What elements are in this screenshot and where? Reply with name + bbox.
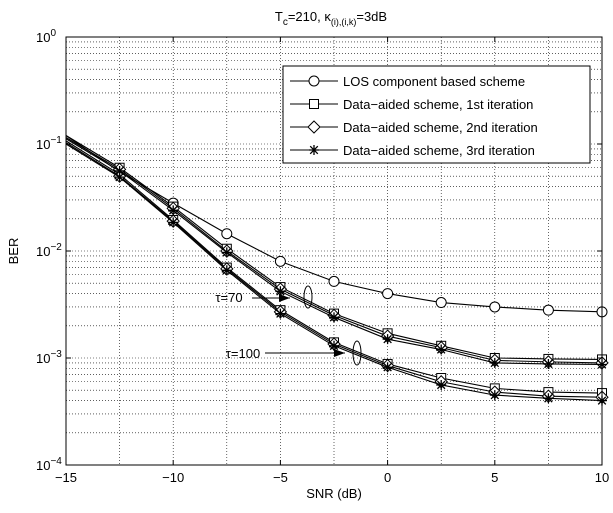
marker-star: [543, 358, 554, 369]
legend-label: Data−aided scheme, 2nd iteration: [343, 120, 538, 135]
title-sub-c: c: [283, 17, 288, 28]
marker-star: [543, 393, 554, 404]
x-axis-label: SNR (dB): [306, 486, 362, 501]
title-eq2: =3dB: [356, 9, 387, 24]
tau100-ellipse: [352, 340, 362, 366]
legend-box: [282, 65, 591, 164]
title-eq1: =210, κ: [288, 9, 332, 24]
marker-star: [436, 344, 447, 355]
y-tick-label: 10−4: [36, 456, 62, 473]
legend-item: Data−aided scheme, 2nd iteration: [290, 120, 538, 135]
x-tick-label: 10: [595, 470, 609, 485]
x-tick-label: −5: [273, 470, 288, 485]
y-tick-label: 10−1: [36, 135, 62, 152]
marker-star: [221, 247, 232, 258]
tau70-label: τ=70: [215, 290, 242, 305]
marker-star: [114, 165, 125, 176]
marker-star: [309, 145, 319, 155]
marker-circle: [328, 275, 340, 287]
y-axis-label: BER: [6, 238, 21, 265]
title-main: T: [275, 9, 283, 24]
marker-circle: [435, 297, 447, 309]
marker-star: [436, 379, 447, 390]
marker-star: [275, 308, 286, 319]
marker-star: [221, 265, 232, 276]
legend-item: LOS component based scheme: [290, 74, 525, 89]
marker-circle: [542, 304, 554, 316]
legend-label: Data−aided scheme, 3rd iteration: [343, 143, 535, 158]
legend-item: Data−aided scheme, 1st iteration: [290, 97, 533, 112]
legend-item: Data−aided scheme, 3rd iteration: [290, 143, 535, 158]
tau100-label: τ=100: [226, 346, 260, 361]
tau70-arrowhead: [279, 294, 290, 302]
marker-circle: [274, 255, 286, 267]
x-tick-label: 0: [384, 470, 391, 485]
marker-circle: [308, 75, 320, 87]
y-tick-label: 100: [36, 28, 56, 45]
y-tick-label: 10−3: [36, 349, 62, 366]
marker-star: [168, 205, 179, 216]
marker-star: [382, 362, 393, 373]
x-tick-label: −10: [162, 470, 184, 485]
marker-circle: [489, 301, 501, 313]
annotations: τ=70 τ=100: [215, 285, 362, 366]
marker-star: [329, 312, 339, 323]
marker-circle: [221, 228, 233, 240]
title-sub-idx: (i),(i,k): [331, 17, 357, 27]
marker-star: [382, 334, 393, 345]
marker-star: [275, 286, 286, 297]
marker-star: [168, 217, 179, 228]
marker-diamond: [307, 120, 321, 134]
tau100-arrowhead: [334, 349, 345, 357]
legend: LOS component based scheme Data−aided sch…: [282, 65, 591, 164]
x-tick-label: −15: [55, 470, 77, 485]
legend-label: LOS component based scheme: [343, 74, 525, 89]
x-tick-label: 5: [491, 470, 498, 485]
marker-square: [309, 99, 319, 109]
marker-star: [114, 172, 125, 183]
marker-circle: [382, 288, 394, 300]
marker-star: [329, 340, 339, 351]
marker-star: [489, 390, 500, 401]
tau70-ellipse: [303, 285, 313, 309]
chart-title: Tc=210, κ(i),(i,k)=3dB: [275, 9, 387, 28]
legend-label: Data−aided scheme, 1st iteration: [343, 97, 533, 112]
ticks: −15 −10 −5 0 5 10 100 10−1 10−2 10−3 10−4: [36, 28, 609, 485]
y-tick-label: 10−2: [36, 242, 62, 259]
marker-star: [489, 357, 500, 368]
